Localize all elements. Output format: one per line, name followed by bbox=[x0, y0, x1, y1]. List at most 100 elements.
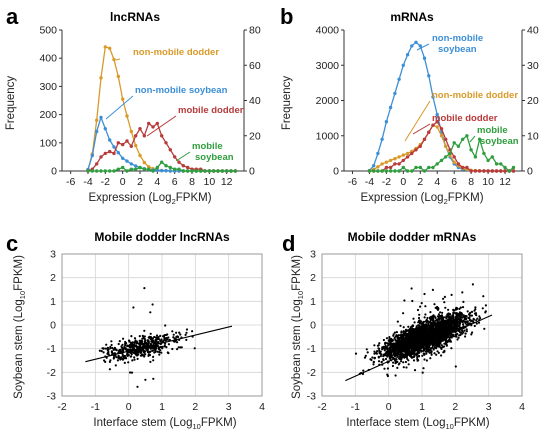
panel-b-series-point bbox=[469, 148, 473, 152]
panel-d-scatter-point bbox=[400, 331, 403, 334]
panel-d-scatter-point bbox=[389, 350, 392, 353]
panel-c-scatter-point bbox=[131, 359, 134, 362]
panel-a-series-point bbox=[160, 169, 164, 173]
panel-b-series-point bbox=[418, 44, 422, 48]
panel-c-scatter-point bbox=[139, 348, 142, 351]
panel-b-series-point bbox=[439, 127, 444, 131]
panel-d-scatter-point bbox=[452, 333, 455, 336]
panel-c-scatter-point bbox=[158, 351, 161, 354]
panel-c-scatter-point bbox=[106, 346, 109, 349]
panel-d-title: Mobile dodder mRNAs bbox=[348, 230, 477, 244]
panel-d-scatter-point bbox=[443, 329, 447, 332]
panel-b-series-point bbox=[393, 91, 397, 96]
panel-d-scatter-point bbox=[402, 312, 405, 315]
panel-b-annotation-label: soybean bbox=[438, 44, 477, 55]
panel-d-scatter-point bbox=[404, 333, 407, 336]
panel-d-scatter-point bbox=[436, 345, 439, 348]
panel-a-series-point bbox=[108, 138, 112, 142]
panel-d-scatter-point bbox=[396, 360, 399, 363]
panel-d-scatter-point bbox=[443, 295, 446, 298]
panel-a-series-point bbox=[207, 169, 211, 173]
panel-c-scatter-point bbox=[147, 340, 150, 343]
panel-a-x-tick-label: 4 bbox=[154, 176, 160, 188]
panel-d-scatter-point bbox=[371, 356, 374, 359]
panel-a-yr-tick-label: 40 bbox=[249, 95, 261, 107]
panel-c-scatter-point bbox=[136, 357, 139, 360]
panel-d-scatter-point bbox=[439, 325, 442, 328]
panel-d-scatter-point bbox=[445, 317, 448, 320]
panel-b-series-point bbox=[384, 165, 389, 170]
panel-d-x-tick-label: 4 bbox=[519, 401, 525, 413]
panel-c-scatter-point bbox=[152, 377, 155, 380]
panel-d-x-tick-label: -1 bbox=[351, 401, 360, 413]
panel-d-scatter-point bbox=[458, 325, 461, 328]
panel-d-scatter-point bbox=[431, 315, 434, 318]
panel-c-scatter-point bbox=[147, 353, 150, 356]
panel-a-series-point bbox=[116, 151, 121, 155]
panel-a-series-point bbox=[212, 169, 216, 173]
panel-d-scatter-point bbox=[410, 339, 413, 342]
panel-d-scatter-point bbox=[449, 335, 452, 338]
panel-b-series-point bbox=[435, 112, 439, 117]
panel-a-series-point bbox=[90, 153, 95, 158]
panel-a-series-point bbox=[173, 167, 177, 171]
panel-a-series-point bbox=[229, 169, 233, 173]
panel-d-scatter-point bbox=[430, 353, 433, 356]
panel-d-scatter-point bbox=[407, 363, 410, 366]
panel-d-scatter-point bbox=[394, 352, 397, 355]
panel-a-yr-tick-label: 80 bbox=[249, 25, 261, 37]
panel-d-scatter-point bbox=[417, 316, 421, 320]
panel-d-scatter-point bbox=[436, 350, 439, 353]
panel-b-plot: -6 -4 -2 0 2 4 6 8 10 120100020003000400001020304… bbox=[316, 25, 539, 189]
panel-d-scatter-point bbox=[378, 342, 381, 345]
panel-b-series-point bbox=[465, 134, 469, 138]
panel-d-scatter-point bbox=[416, 353, 419, 356]
panel-b-yl-tick-label: 0 bbox=[333, 166, 339, 178]
panel-c-scatter-point bbox=[156, 341, 159, 344]
panel-b-series-point bbox=[422, 169, 427, 173]
panel-d-scatter-point bbox=[400, 340, 404, 343]
panel-d-scatter-point bbox=[473, 324, 476, 328]
panel-d-scatter-point bbox=[389, 347, 392, 350]
panel-d-scatter-point bbox=[451, 327, 454, 330]
panel-b-series-point bbox=[401, 153, 405, 157]
panel-c-scatter-point bbox=[167, 336, 170, 339]
panel-b-series-point bbox=[435, 162, 439, 166]
panel-c-scatter-point bbox=[107, 352, 110, 356]
panel-d-scatter-point bbox=[432, 324, 435, 327]
panel-b-xlabel: Expression (Log2FPKM) bbox=[360, 192, 483, 206]
panel-b-series-point bbox=[427, 74, 431, 78]
panel-d-scatter-point bbox=[438, 345, 441, 348]
panel-c-scatter-point bbox=[118, 340, 121, 343]
panel-c-scatter-point bbox=[105, 356, 108, 359]
panel-b-series-point bbox=[405, 155, 410, 159]
panel-a-series-point bbox=[155, 168, 159, 173]
panel-b-series-point bbox=[380, 137, 384, 141]
panel-c-scatter-point bbox=[159, 334, 162, 337]
panel-d-scatter-point bbox=[416, 308, 420, 312]
panel-b-series-point bbox=[384, 160, 389, 164]
panel-d-scatter-point bbox=[372, 363, 375, 366]
panel-d-scatter-point bbox=[433, 352, 436, 355]
panel-a-series-point bbox=[164, 169, 168, 173]
panel-d-scatter-point bbox=[446, 341, 449, 344]
panel-b-series-point bbox=[401, 158, 405, 163]
panel-b-annotation-leader bbox=[412, 123, 431, 135]
panel-a-annotation-label: mobile dodder bbox=[178, 105, 244, 116]
panel-a-series-point bbox=[121, 142, 125, 147]
panel-d-scatter-point bbox=[406, 357, 409, 360]
panel-c-scatter-point bbox=[104, 347, 107, 350]
panel-a-x-tick-label: 10 bbox=[203, 176, 215, 188]
panel-c-scatter-point bbox=[130, 353, 133, 356]
panel-c-y-tick-label: -3 bbox=[47, 391, 56, 403]
panel-b-x-tick-label: 2 bbox=[417, 176, 423, 188]
panel-b-series-point bbox=[456, 144, 461, 148]
panel-b-ylabel: Frequency bbox=[281, 76, 293, 131]
panel-b-series-point bbox=[388, 158, 393, 163]
panel-a-series-point bbox=[186, 169, 190, 173]
panel-d-scatter-point bbox=[433, 303, 436, 306]
panel-a-series-point bbox=[147, 121, 151, 126]
panel-a-annotation-leader bbox=[175, 151, 191, 162]
panel-c-scatter-point bbox=[110, 350, 113, 353]
